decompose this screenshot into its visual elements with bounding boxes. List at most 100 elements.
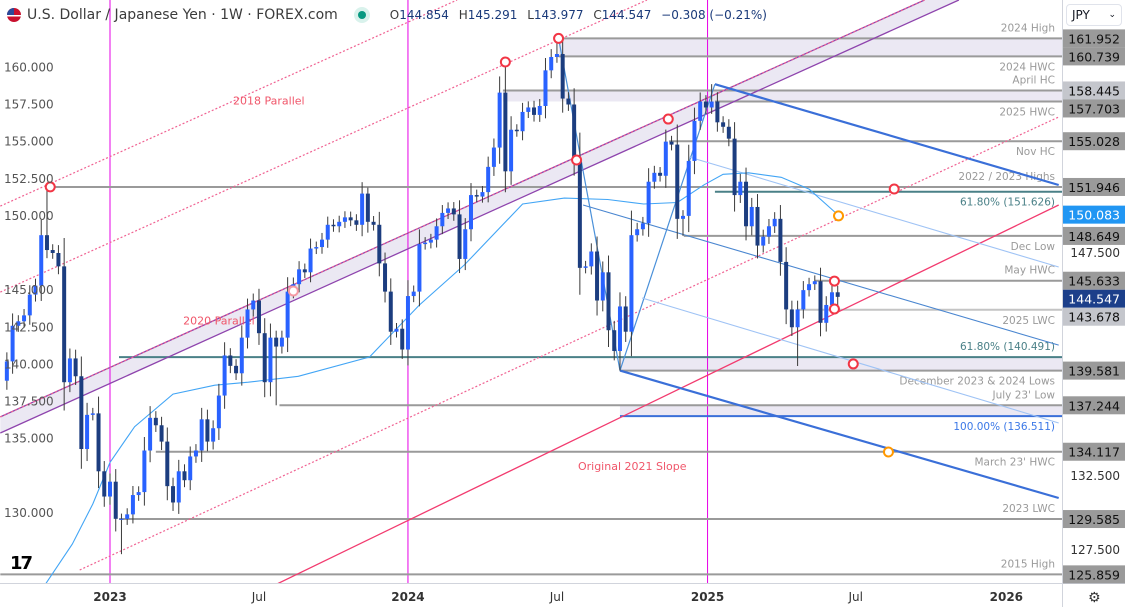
candle-body [27, 294, 32, 316]
candle [400, 319, 405, 359]
candle-body [577, 159, 582, 268]
channel-2020-dotted [0, 0, 925, 418]
candle [188, 446, 193, 491]
price-label-box: 148.649 [1063, 226, 1125, 245]
pivot-marker-circle [828, 303, 840, 315]
candle-body [96, 413, 101, 472]
candle [130, 485, 135, 524]
price-label-box: 151.946 [1063, 177, 1125, 196]
candle [583, 260, 588, 274]
candle-body [812, 281, 817, 285]
candle [526, 101, 531, 119]
candle [755, 194, 760, 259]
candle-body [216, 395, 221, 429]
candle [761, 229, 766, 253]
candle-body [526, 107, 531, 112]
trend-line [714, 83, 1060, 187]
candle-body [612, 330, 617, 352]
candle-body [388, 291, 393, 332]
candle [537, 99, 542, 122]
candle [497, 76, 502, 164]
candle [663, 129, 668, 188]
candle-body [268, 337, 273, 383]
level-label: March 23' HWC [974, 457, 1055, 469]
candle-body [342, 217, 347, 222]
candle [27, 285, 32, 325]
candle [222, 342, 227, 409]
candle [566, 92, 571, 111]
candle [285, 277, 290, 353]
symbol-title[interactable]: U.S. Dollar / Japanese Yen · 1W · FOREX.… [27, 7, 338, 23]
currency-selector[interactable]: JPY ⌄ [1066, 4, 1122, 26]
price-axis-tick: 142.500 [4, 320, 54, 334]
level-label: Nov HC [1016, 146, 1055, 158]
tradingview-logo[interactable]: 17 [10, 553, 33, 574]
candle [79, 356, 84, 469]
price-box-bg [1063, 47, 1125, 66]
candle-body [468, 195, 473, 230]
price-axis-tick: 150.000 [4, 209, 54, 223]
candle [807, 277, 812, 297]
candle-body [85, 414, 90, 450]
price-box-value: 148.649 [1068, 229, 1120, 244]
price-label-box: 137.244 [1063, 396, 1125, 415]
candle-body [119, 518, 124, 520]
candle-body [348, 217, 353, 221]
candle [360, 182, 365, 237]
price-label-box: 143.678 [1063, 307, 1125, 326]
price-label-box: 145.633 [1063, 271, 1125, 290]
candle-body [698, 101, 703, 121]
level-label: 2025 HWC [999, 106, 1055, 118]
price-box-bg [1063, 205, 1125, 224]
candle [320, 232, 325, 254]
candle [772, 212, 777, 233]
candle-body [360, 193, 365, 225]
candle-body [279, 337, 284, 347]
candle-body [491, 147, 496, 167]
pivot-marker-circle [888, 183, 900, 195]
candle-body [33, 285, 38, 295]
candle-body [371, 221, 376, 225]
time-axis-tick: 2026 [990, 590, 1023, 604]
candle-body [652, 172, 657, 182]
gear-icon[interactable]: ⚙ [1088, 590, 1101, 606]
level-label: July 23' Low [992, 389, 1056, 401]
candle [44, 186, 49, 259]
original-2021-slope-label: Original 2021 Slope [578, 460, 687, 473]
candle-body [583, 266, 588, 268]
candle [405, 280, 410, 366]
parallel-dotted-line [79, 116, 1059, 571]
candle-body [297, 269, 302, 285]
candle [446, 202, 451, 219]
channel-2020-label: 2020 Parallel [183, 314, 255, 327]
candle [354, 214, 359, 231]
candle-body [795, 309, 800, 328]
price-box-value: 158.445 [1068, 83, 1120, 98]
candle-body [440, 212, 445, 227]
candle-body [62, 266, 67, 383]
candle-body [658, 172, 663, 176]
price-box-value: 145.633 [1068, 274, 1120, 289]
candle-body [171, 486, 176, 503]
pivot-marker-circle [553, 32, 565, 44]
candle-body [102, 471, 107, 497]
candle [165, 427, 170, 501]
pivot-marker-circle [287, 285, 299, 297]
candle [274, 330, 279, 406]
candle-body [617, 306, 622, 352]
price-label-box: 125.859 [1063, 565, 1125, 584]
candle-body [44, 235, 49, 251]
candle-body [411, 291, 416, 297]
candle-body [749, 206, 754, 227]
price-box-value: 144.547 [1068, 292, 1120, 307]
candle-body [549, 56, 554, 71]
candle-body [514, 129, 519, 132]
candle-body [497, 92, 502, 148]
price-box-bg [1063, 565, 1125, 584]
price-label-box: 129.585 [1063, 510, 1125, 529]
candle-body [251, 300, 256, 310]
candle-body [646, 181, 651, 224]
candle [171, 477, 176, 511]
candle [766, 218, 771, 244]
